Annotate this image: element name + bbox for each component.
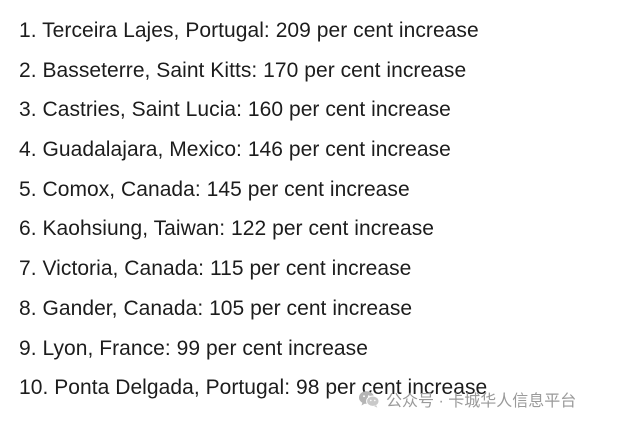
list-item: 1. Terceira Lajes, Portugal: 209 per cen… <box>19 19 479 42</box>
list-item: 9. Lyon, France: 99 per cent increase <box>19 336 368 360</box>
wechat-icon <box>358 390 380 408</box>
list-item: 8. Gander, Canada: 105 per cent increase <box>19 296 413 320</box>
watermark: 公众号 · 卡城华人信息平台 <box>358 386 576 412</box>
list-item: 3. Castries, Saint Lucia: 160 per cent i… <box>19 98 451 122</box>
watermark-text: 公众号 · 卡城华人信息平台 <box>386 393 577 410</box>
list-item: 7. Victoria, Canada: 115 per cent increa… <box>19 257 412 281</box>
list-item: 2. Basseterre, Saint Kitts: 170 per cent… <box>19 58 467 82</box>
list-item: 5. Comox, Canada: 145 per cent increase <box>19 177 410 201</box>
list-item: 4. Guadalajara, Mexico: 146 per cent inc… <box>19 138 451 162</box>
destination-list: 1. Terceira Lajes, Portugal: 209 per cen… <box>19 11 487 408</box>
list-item: 6. Kaohsiung, Taiwan: 122 per cent incre… <box>19 217 435 241</box>
